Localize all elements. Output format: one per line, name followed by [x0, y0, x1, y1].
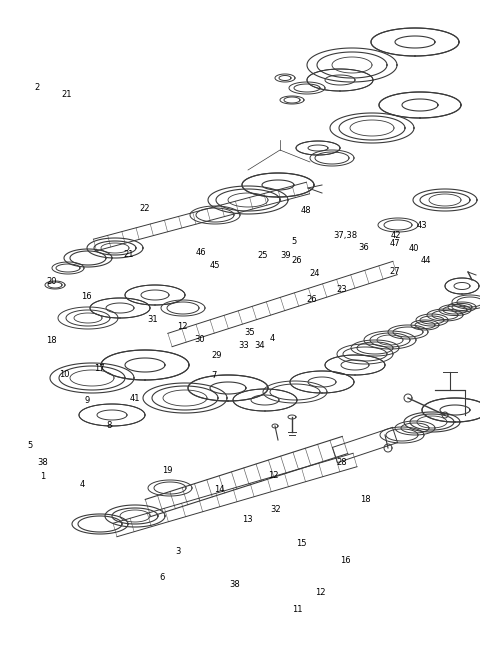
Text: 2: 2: [35, 83, 40, 92]
Text: 4: 4: [270, 334, 275, 343]
Text: 10: 10: [60, 370, 70, 379]
Text: 48: 48: [301, 206, 312, 215]
Text: 24: 24: [309, 269, 320, 278]
Text: 6: 6: [159, 573, 165, 582]
Text: 16: 16: [340, 555, 351, 565]
Text: 26: 26: [291, 256, 302, 265]
Text: 14: 14: [215, 485, 225, 495]
Text: 28: 28: [336, 458, 347, 467]
Text: 12: 12: [315, 588, 326, 597]
Text: 38: 38: [229, 580, 240, 589]
Text: 4: 4: [80, 480, 85, 489]
Text: 12: 12: [177, 322, 188, 331]
Text: 1: 1: [41, 472, 46, 481]
Text: 26: 26: [307, 295, 317, 305]
Text: 47: 47: [389, 239, 400, 248]
Text: 18: 18: [360, 495, 371, 504]
Text: 40: 40: [408, 244, 419, 253]
Text: 37,38: 37,38: [334, 231, 358, 240]
Text: 11: 11: [292, 605, 303, 614]
Text: 45: 45: [210, 261, 220, 270]
Text: 25: 25: [258, 251, 268, 260]
Text: 42: 42: [391, 231, 401, 240]
Text: 39: 39: [280, 251, 291, 260]
Text: 38: 38: [37, 458, 48, 467]
Text: 19: 19: [162, 466, 172, 475]
Text: 17: 17: [95, 364, 105, 373]
Text: 36: 36: [359, 243, 369, 252]
Text: 21: 21: [61, 90, 72, 100]
Text: 13: 13: [242, 515, 252, 524]
Text: 16: 16: [81, 291, 92, 301]
Text: 46: 46: [195, 248, 206, 257]
Text: 33: 33: [239, 341, 249, 350]
Text: 35: 35: [244, 328, 255, 337]
Text: 12: 12: [268, 471, 279, 480]
Text: 43: 43: [416, 221, 427, 230]
Text: 31: 31: [147, 315, 158, 324]
Text: 9: 9: [85, 396, 90, 405]
Text: 30: 30: [194, 335, 204, 344]
Text: 5: 5: [291, 236, 296, 246]
Text: 34: 34: [254, 341, 264, 350]
Text: 23: 23: [336, 285, 347, 294]
Text: 27: 27: [389, 267, 400, 276]
Text: 5: 5: [27, 441, 32, 450]
Text: 29: 29: [212, 350, 222, 360]
Text: 32: 32: [271, 505, 281, 514]
Text: 22: 22: [140, 204, 150, 213]
Text: 41: 41: [130, 394, 141, 403]
Text: 15: 15: [296, 539, 307, 548]
Text: 21: 21: [123, 250, 134, 259]
Text: 18: 18: [47, 336, 57, 345]
Text: 7: 7: [211, 371, 216, 380]
Text: 20: 20: [47, 277, 57, 286]
Text: 3: 3: [175, 547, 180, 556]
Text: 44: 44: [421, 256, 432, 265]
Text: 8: 8: [107, 421, 112, 430]
